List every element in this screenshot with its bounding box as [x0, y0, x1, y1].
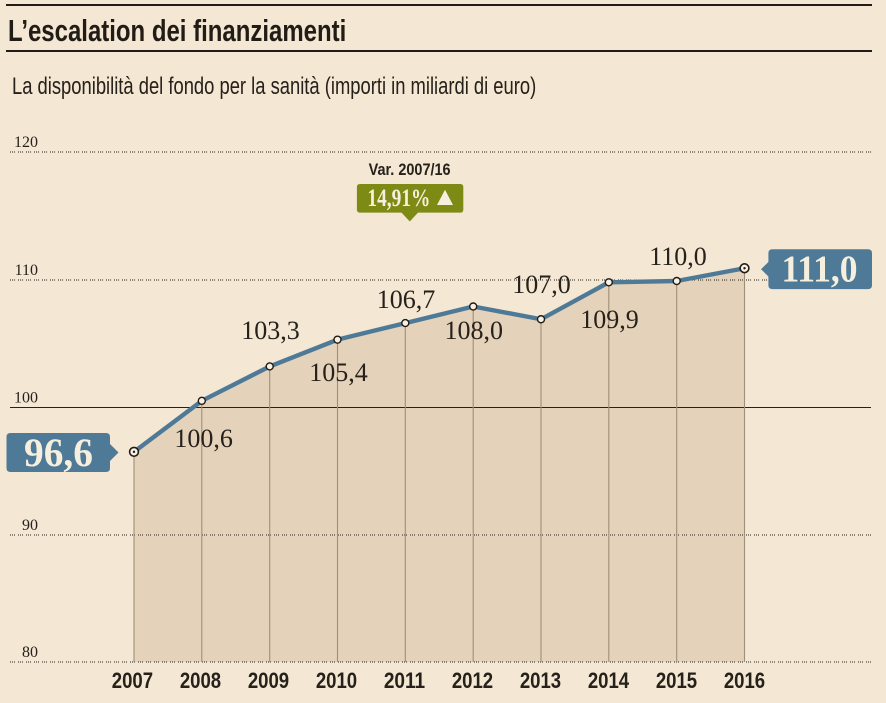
svg-text:80: 80	[22, 644, 38, 661]
svg-text:14,91%: 14,91%	[367, 185, 430, 212]
svg-text:110,0: 110,0	[649, 242, 707, 271]
svg-text:2016: 2016	[724, 668, 765, 693]
svg-text:111,0: 111,0	[782, 248, 858, 290]
svg-text:105,4: 105,4	[309, 358, 368, 387]
svg-text:108,0: 108,0	[444, 316, 503, 345]
svg-text:2010: 2010	[316, 668, 357, 693]
svg-text:110: 110	[15, 262, 38, 279]
svg-text:107,0: 107,0	[512, 270, 571, 299]
svg-text:120: 120	[14, 134, 38, 151]
svg-text:100,6: 100,6	[174, 424, 233, 453]
svg-text:2008: 2008	[180, 668, 221, 693]
svg-text:100: 100	[14, 390, 38, 407]
svg-text:2015: 2015	[656, 668, 697, 693]
svg-text:2013: 2013	[520, 668, 561, 693]
svg-text:96,6: 96,6	[24, 430, 93, 475]
svg-text:2012: 2012	[452, 668, 493, 693]
svg-text:90: 90	[22, 517, 38, 534]
svg-text:103,3: 103,3	[241, 316, 300, 345]
svg-text:106,7: 106,7	[377, 285, 436, 314]
svg-text:2009: 2009	[248, 668, 289, 693]
svg-text:109,9: 109,9	[580, 305, 639, 334]
svg-text:2011: 2011	[384, 668, 425, 693]
svg-text:Var. 2007/16: Var. 2007/16	[369, 160, 451, 179]
svg-text:2014: 2014	[588, 668, 630, 693]
svg-text:2007: 2007	[112, 668, 153, 693]
